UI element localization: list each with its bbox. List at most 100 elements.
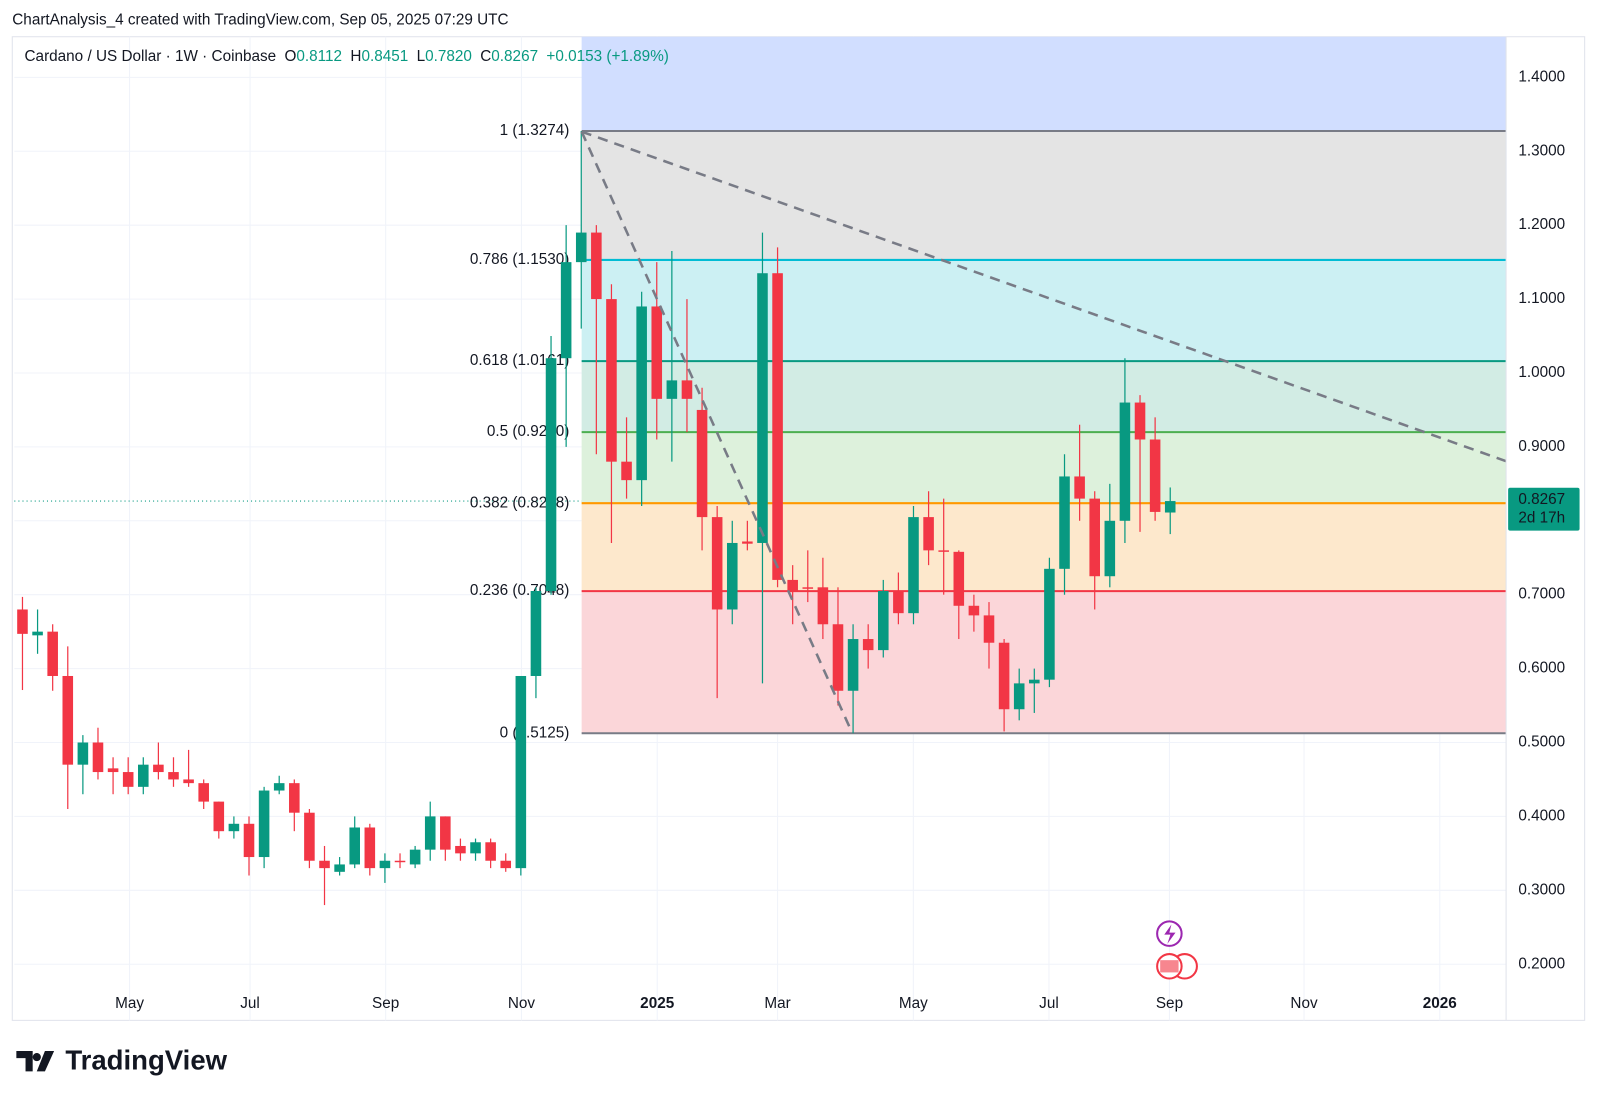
candle-body — [334, 864, 345, 872]
candle-body — [1044, 568, 1055, 680]
x-tick-label: Jul — [240, 995, 260, 1012]
fib-zone — [581, 36, 1507, 132]
y-tick-label: 0.7000 — [1518, 586, 1565, 603]
candle-body — [198, 783, 209, 802]
candle-body — [485, 842, 496, 861]
legend: Cardano / US Dollar · 1W · Coinbase O 0.8… — [25, 48, 669, 65]
legend-value: 0.7820 — [425, 48, 472, 65]
fib-zone — [581, 591, 1507, 734]
x-tick-label: Mar — [764, 995, 790, 1012]
candle-body — [153, 764, 164, 773]
x-tick-label: May — [899, 995, 928, 1012]
trend-line — [580, 131, 854, 734]
candle-body — [1119, 402, 1131, 521]
candle-body — [696, 409, 708, 518]
event-icons[interactable] — [1156, 920, 1198, 980]
candle-body — [757, 273, 768, 543]
candle-body — [575, 232, 587, 263]
candle-body — [1134, 402, 1146, 440]
candle-body — [47, 631, 58, 676]
candle-body — [364, 827, 376, 869]
last-price-box — [1508, 487, 1580, 531]
last-price-label: 0.8267 — [1518, 491, 1565, 508]
trend-lines — [580, 130, 1507, 734]
legend-change: +0.0153 (+1.89%) — [546, 48, 668, 65]
candle-body — [62, 675, 74, 765]
candle-body — [726, 542, 738, 610]
candle-body — [772, 273, 783, 580]
legend-key: C — [480, 48, 491, 65]
candle-body — [273, 783, 285, 791]
candle-body — [319, 860, 330, 869]
candle-body — [470, 842, 481, 854]
fib-zone — [581, 131, 1507, 260]
candle-body — [1164, 501, 1176, 513]
legend-value: 0.8267 — [491, 48, 538, 65]
y-tick-label: 1.2000 — [1518, 216, 1565, 233]
legend-value: 0.8451 — [361, 48, 408, 65]
candle-body — [1149, 439, 1161, 512]
candle-body — [32, 631, 43, 636]
brand-name: TradingView — [65, 1044, 227, 1075]
fib-layer: 1 (1.3274) 0.786 (1.1530) 0.618 (1.0161) 0.… — [470, 36, 1507, 741]
candle-body — [394, 860, 406, 863]
legend-key: L — [417, 48, 426, 65]
candle-body — [636, 306, 647, 481]
candle-body — [304, 812, 315, 861]
x-tick-label: May — [115, 995, 144, 1012]
candle-body — [862, 639, 874, 651]
candle-body — [455, 845, 466, 854]
candle-body — [92, 742, 104, 773]
y-tick-label: 1.4000 — [1518, 68, 1565, 85]
candle-body — [183, 779, 194, 784]
fib-label: 0.5 (0.9200) — [487, 423, 570, 440]
candle-body — [1089, 498, 1101, 577]
candle-body — [591, 232, 602, 300]
candle-body — [998, 642, 1010, 710]
legend-key: O — [285, 48, 297, 65]
candle-body — [1013, 683, 1025, 710]
candle-body — [908, 517, 919, 614]
candle-body — [681, 380, 693, 399]
candle-body — [515, 675, 527, 869]
candle-body — [802, 587, 814, 589]
y-tick-label: 1.3000 — [1518, 142, 1565, 159]
x-tick-label: Sep — [372, 995, 399, 1012]
fib-label: 0.618 (1.0161) — [470, 352, 570, 369]
fib-label: 1 (1.3274) — [500, 122, 570, 139]
y-tick-label: 0.9000 — [1518, 438, 1565, 455]
candle-body — [258, 790, 270, 858]
candle-body — [560, 262, 572, 359]
candle-body — [742, 541, 753, 544]
countdown-label: 2d 17h — [1518, 509, 1565, 526]
candle-body — [168, 772, 179, 780]
x-tick-label: 2025 — [640, 995, 675, 1012]
candle-body — [666, 380, 678, 399]
header: ChartAnalysis_4 created with TradingView… — [12, 11, 508, 28]
candle-body — [832, 624, 844, 691]
x-tick-label: 2026 — [1423, 995, 1457, 1012]
candle-body — [606, 299, 617, 462]
fib-label: 0.786 (1.1530) — [470, 251, 570, 268]
candle-body — [651, 306, 663, 399]
legend-symbol: Cardano / US Dollar · 1W · Coinbase — [25, 48, 277, 65]
candle-body — [1059, 476, 1070, 569]
y-tick-label: 1.0000 — [1518, 364, 1565, 381]
x-tick-label: Nov — [508, 995, 536, 1012]
candle-body — [893, 590, 904, 614]
candle-body — [440, 816, 451, 850]
y-tick-label: 0.5000 — [1518, 734, 1565, 751]
flag-stripes — [1160, 960, 1179, 973]
fib-label: 0.382 (0.8238) — [470, 494, 570, 511]
fib-zone — [581, 361, 1507, 433]
candle-body — [621, 461, 632, 481]
fib-zone — [581, 259, 1507, 362]
candle-body — [878, 590, 889, 651]
candle-body — [349, 827, 361, 865]
fib-label: 0.236 (0.7048) — [470, 582, 570, 599]
candle-body — [138, 764, 149, 787]
candle-body — [787, 579, 798, 591]
trend-line — [581, 130, 1507, 463]
candle-body — [213, 801, 225, 832]
